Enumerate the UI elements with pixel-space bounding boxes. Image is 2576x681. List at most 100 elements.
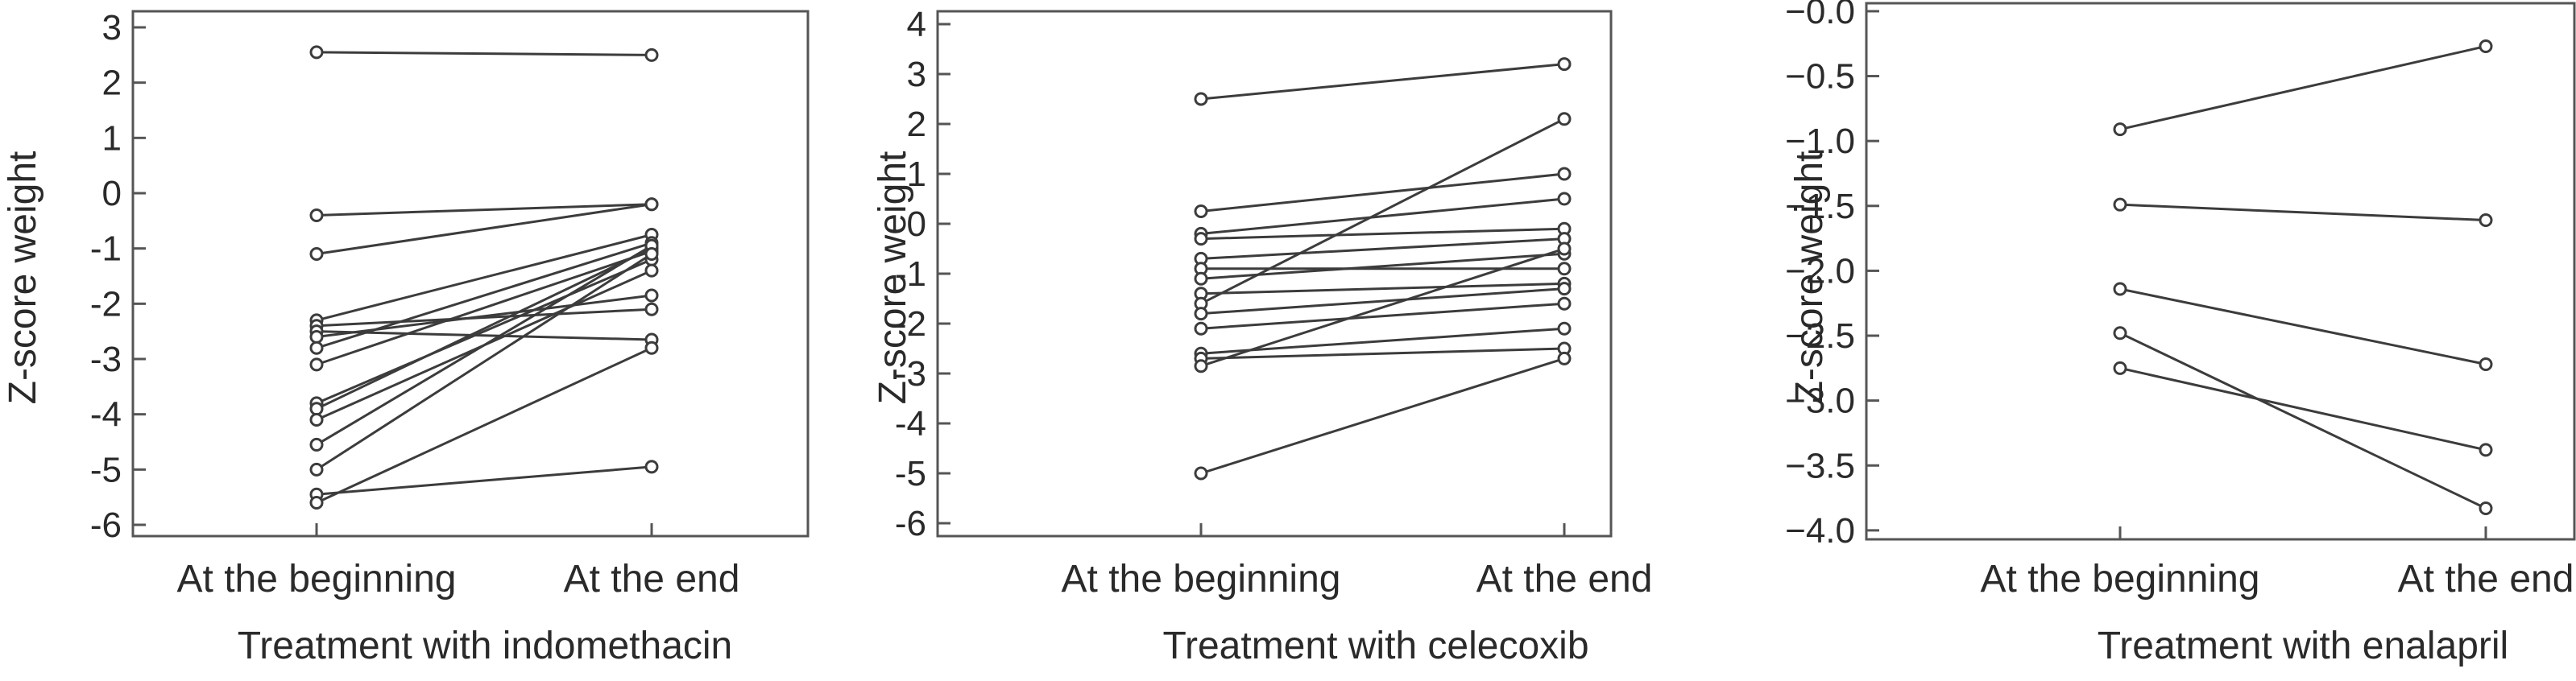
series-line	[1200, 227, 1565, 241]
series-line	[316, 247, 652, 411]
x-tick-label: At the beginning	[177, 558, 457, 601]
y-tick-label: −4.0	[1785, 511, 1855, 551]
series-line	[1200, 302, 1565, 330]
series-line	[2119, 45, 2487, 131]
y-tick-label: −3.5	[1785, 446, 1855, 485]
data-point	[644, 288, 659, 303]
x-axis-label: Treatment with indomethacin	[238, 625, 733, 667]
y-tick-label: −1.5	[1785, 187, 1855, 226]
series-9	[1194, 112, 1572, 311]
y-tick-label: −1.0	[1785, 122, 1855, 161]
plot-frame	[1865, 2, 2576, 541]
x-tick-label: At the beginning	[1981, 558, 2260, 601]
series-line	[1200, 118, 1565, 305]
series-11	[1194, 296, 1572, 336]
series-line	[316, 253, 652, 471]
series-line	[2119, 332, 2487, 510]
series-line	[316, 346, 652, 504]
series-line	[316, 307, 652, 328]
data-point	[644, 263, 659, 278]
data-point	[1557, 351, 1572, 365]
series-line	[1200, 197, 1565, 235]
chart-panel-2: 4 3 2 1 0 -1 -2 -3 -4 -5 -6 At the beginning At the …	[872, 5, 1652, 667]
y-tick-label: 2	[907, 105, 926, 144]
series-line	[316, 241, 652, 349]
data-point	[2479, 39, 2493, 53]
y-tick-label: -4	[895, 404, 926, 444]
data-point	[644, 340, 659, 355]
series-line	[316, 258, 652, 405]
data-point	[309, 247, 324, 262]
series-2	[309, 197, 659, 222]
series-1	[309, 45, 659, 62]
series-10	[1194, 282, 1572, 321]
data-point	[1194, 232, 1208, 246]
y-tick-label: −2.0	[1785, 251, 1855, 291]
chart-panel-3: −0.0 −0.5 −1.0 −1.5 −2.0 −2.5 −3.0 −3.5 −4.0 At t…	[1785, 0, 2576, 667]
x-tick-label: At the end	[1476, 558, 1653, 601]
series-3	[2113, 282, 2493, 371]
series-3	[309, 197, 659, 262]
y-tick-label: -5	[895, 454, 926, 493]
series-line	[1200, 247, 1565, 368]
data-point	[644, 302, 659, 316]
y-tick-label: −0.5	[1785, 57, 1855, 97]
y-tick-label: -4	[90, 395, 122, 435]
x-axis-label: Treatment with celecoxib	[1162, 625, 1588, 667]
y-axis-label: Z-score weight	[2, 151, 44, 405]
y-tick-label: -5	[90, 450, 122, 489]
data-point	[2113, 326, 2127, 340]
data-point	[1557, 296, 1572, 311]
x-tick-label: At the end	[2398, 558, 2574, 601]
data-point	[1557, 112, 1572, 126]
data-point	[644, 460, 659, 474]
series-line	[2119, 287, 2487, 365]
series-1	[1194, 57, 1572, 106]
data-point	[309, 208, 324, 222]
data-point	[1194, 466, 1208, 481]
y-tick-label: 0	[907, 204, 926, 244]
series-11	[309, 241, 659, 416]
data-point	[644, 47, 659, 62]
series-16	[309, 340, 659, 510]
y-axis-label: Z-score weight	[1788, 151, 1831, 405]
series-3	[1194, 192, 1572, 241]
y-tick-label: 2	[102, 64, 122, 103]
series-15	[1194, 351, 1572, 481]
data-point	[1557, 282, 1572, 296]
data-point	[1194, 359, 1208, 374]
data-point	[1557, 321, 1572, 336]
y-tick-label: -1	[895, 254, 926, 294]
series-line	[1200, 237, 1565, 260]
y-tick-label: −3.0	[1785, 382, 1855, 421]
series-line	[2119, 366, 2487, 452]
y-tick-label: 4	[907, 5, 926, 44]
series-line	[316, 250, 652, 366]
series-13	[1194, 341, 1572, 365]
data-point	[309, 413, 324, 427]
series-line	[316, 465, 652, 496]
y-axis-label: Z-score weight	[872, 151, 914, 405]
y-tick-label: 0	[102, 174, 122, 213]
series-line	[1200, 252, 1565, 280]
data-point	[1557, 241, 1572, 256]
data-point	[2479, 213, 2493, 228]
data-point	[1194, 204, 1208, 218]
y-tick-label: -3	[90, 340, 122, 379]
x-tick-label: At the beginning	[1062, 558, 1341, 601]
y-tick-label: 3	[907, 55, 926, 94]
y-tick-label: 1	[102, 118, 122, 158]
series-line	[1200, 282, 1565, 295]
series-line	[316, 233, 652, 322]
series-1	[2113, 39, 2493, 137]
data-point	[309, 330, 324, 345]
series-14	[1194, 241, 1572, 374]
series-5	[1194, 232, 1572, 266]
data-point	[309, 340, 324, 355]
data-point	[644, 197, 659, 212]
y-tick-label: 1	[907, 155, 926, 194]
y-tick-label: -1	[90, 229, 122, 269]
data-point	[309, 402, 324, 416]
data-point	[1557, 167, 1572, 181]
